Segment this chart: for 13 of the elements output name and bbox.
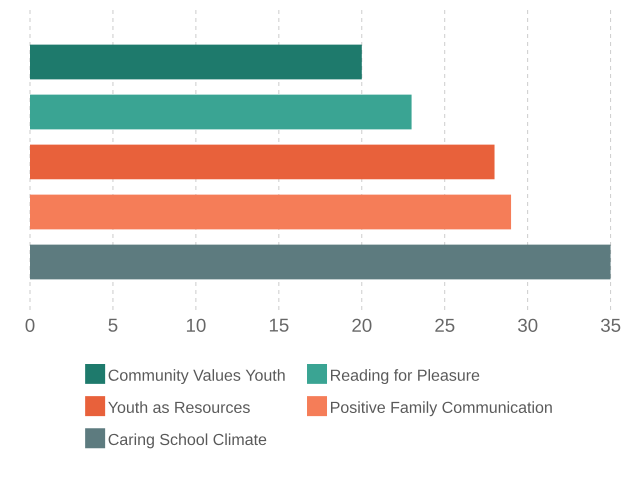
legend-label: Community Values Youth: [108, 369, 285, 384]
legend-label: Caring School Climate: [108, 433, 266, 448]
x-tick-label: 15: [270, 318, 288, 332]
legend-label: Positive Family Communication: [331, 401, 552, 416]
x-tick-label: 5: [108, 318, 118, 332]
x-tick-label: 20: [352, 318, 372, 332]
legend-label: Reading for Pleasure: [331, 369, 480, 384]
x-tick-label: 0: [26, 318, 34, 332]
x-tick-label: 35: [601, 318, 620, 332]
x-tick-label: 30: [518, 318, 538, 332]
legend-label: Youth as Resources: [108, 401, 250, 414]
x-tick-label: 25: [435, 318, 454, 332]
x-tick-label: 10: [186, 318, 206, 332]
